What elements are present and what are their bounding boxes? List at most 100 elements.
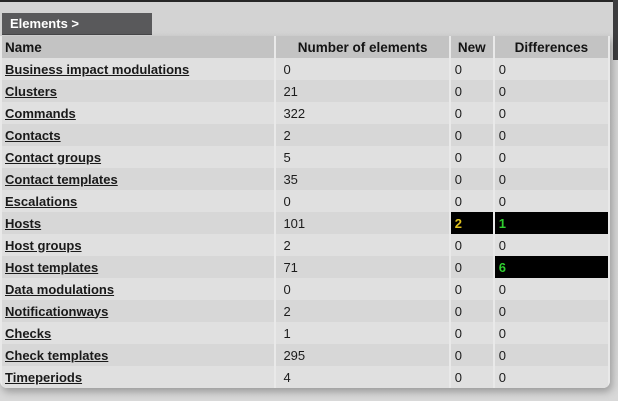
- element-name-cell: Commands: [2, 102, 275, 124]
- element-name-cell: Data modulations: [2, 278, 275, 300]
- element-link[interactable]: Contact groups: [5, 149, 102, 165]
- column-header-name: Name: [2, 36, 275, 58]
- element-link[interactable]: Notificationways: [5, 303, 109, 319]
- element-new-cell: 2: [450, 212, 493, 234]
- column-header-differences: Differences: [494, 36, 608, 58]
- table-row: Contact templates 35 0 0: [2, 168, 608, 190]
- table-row: Escalations 0 0 0: [2, 190, 608, 212]
- table-row: Timeperiods 4 0 0: [2, 366, 608, 388]
- table-row: Check templates 295 0 0: [2, 344, 608, 366]
- table-row: Checks 1 0 0: [2, 322, 608, 344]
- element-diff-cell: 0: [494, 58, 608, 80]
- element-count-cell: 5: [276, 146, 449, 168]
- element-new-cell: 0: [450, 58, 493, 80]
- table-row: Hosts 101 2 1: [2, 212, 608, 234]
- table-row: Contacts 2 0 0: [2, 124, 608, 146]
- element-count-cell: 0: [276, 190, 449, 212]
- window-right-edge: [613, 0, 618, 60]
- element-count-cell: 2: [276, 234, 449, 256]
- window-top-edge: [0, 0, 618, 2]
- element-diff-cell: 1: [494, 212, 608, 234]
- element-count-cell: 0: [276, 58, 449, 80]
- element-link[interactable]: Hosts: [5, 215, 42, 231]
- element-diff-cell: 0: [494, 102, 608, 124]
- table-body: Business impact modulations 0 0 0 Cluste…: [2, 58, 608, 388]
- element-new-cell: 0: [450, 256, 493, 278]
- table-row: Business impact modulations 0 0 0: [2, 58, 608, 80]
- column-header-count: Number of elements: [276, 36, 449, 58]
- element-new-cell: 0: [450, 278, 493, 300]
- element-name-cell: Timeperiods: [2, 366, 275, 388]
- elements-breadcrumb[interactable]: Elements >: [2, 13, 152, 35]
- table-row: Host templates 71 0 6: [2, 256, 608, 278]
- element-name-cell: Contact templates: [2, 168, 275, 190]
- element-link[interactable]: Host groups: [5, 237, 82, 253]
- element-new-cell: 0: [450, 234, 493, 256]
- element-link[interactable]: Check templates: [5, 347, 109, 363]
- element-link[interactable]: Checks: [5, 325, 52, 341]
- element-link[interactable]: Timeperiods: [5, 369, 83, 385]
- element-new-cell: 0: [450, 80, 493, 102]
- element-link[interactable]: Contact templates: [5, 171, 118, 187]
- table-row: Clusters 21 0 0: [2, 80, 608, 102]
- element-count-cell: 4: [276, 366, 449, 388]
- element-count-cell: 0: [276, 278, 449, 300]
- element-count-cell: 2: [276, 300, 449, 322]
- element-new-cell: 0: [450, 366, 493, 388]
- element-new-cell: 0: [450, 124, 493, 146]
- element-name-cell: Contact groups: [2, 146, 275, 168]
- elements-breadcrumb-label: Elements >: [10, 16, 80, 31]
- table-row: Notificationways 2 0 0: [2, 300, 608, 322]
- element-count-cell: 295: [276, 344, 449, 366]
- element-name-cell: Host templates: [2, 256, 275, 278]
- elements-panel: Name Number of elements New Differences …: [0, 36, 610, 388]
- table-row: Commands 322 0 0: [2, 102, 608, 124]
- element-name-cell: Clusters: [2, 80, 275, 102]
- element-count-cell: 322: [276, 102, 449, 124]
- elements-table: Name Number of elements New Differences …: [0, 36, 610, 388]
- element-link[interactable]: Clusters: [5, 83, 58, 99]
- element-diff-cell: 0: [494, 234, 608, 256]
- element-name-cell: Host groups: [2, 234, 275, 256]
- element-name-cell: Escalations: [2, 190, 275, 212]
- element-count-cell: 35: [276, 168, 449, 190]
- element-diff-cell: 0: [494, 278, 608, 300]
- element-new-cell: 0: [450, 300, 493, 322]
- element-diff-cell: 0: [494, 366, 608, 388]
- element-count-cell: 71: [276, 256, 449, 278]
- element-link[interactable]: Commands: [5, 105, 76, 121]
- element-name-cell: Business impact modulations: [2, 58, 275, 80]
- element-diff-cell: 0: [494, 190, 608, 212]
- element-diff-cell: 0: [494, 300, 608, 322]
- element-count-cell: 21: [276, 80, 449, 102]
- element-count-cell: 101: [276, 212, 449, 234]
- element-diff-cell: 6: [494, 256, 608, 278]
- element-link[interactable]: Host templates: [5, 259, 99, 275]
- element-name-cell: Hosts: [2, 212, 275, 234]
- column-header-new: New: [450, 36, 493, 58]
- element-count-cell: 1: [276, 322, 449, 344]
- element-new-cell: 0: [450, 344, 493, 366]
- element-diff-cell: 0: [494, 344, 608, 366]
- element-new-cell: 0: [450, 190, 493, 212]
- element-link[interactable]: Escalations: [5, 193, 78, 209]
- element-diff-cell: 0: [494, 146, 608, 168]
- element-link[interactable]: Business impact modulations: [5, 61, 190, 77]
- element-name-cell: Checks: [2, 322, 275, 344]
- element-count-cell: 2: [276, 124, 449, 146]
- element-diff-cell: 0: [494, 322, 608, 344]
- element-link[interactable]: Data modulations: [5, 281, 115, 297]
- element-diff-cell: 0: [494, 124, 608, 146]
- element-new-cell: 0: [450, 168, 493, 190]
- element-link[interactable]: Contacts: [5, 127, 61, 143]
- element-new-cell: 0: [450, 322, 493, 344]
- element-diff-cell: 0: [494, 80, 608, 102]
- table-row: Data modulations 0 0 0: [2, 278, 608, 300]
- element-name-cell: Check templates: [2, 344, 275, 366]
- element-diff-cell: 0: [494, 168, 608, 190]
- table-row: Host groups 2 0 0: [2, 234, 608, 256]
- table-header: Name Number of elements New Differences: [2, 36, 608, 58]
- table-row: Contact groups 5 0 0: [2, 146, 608, 168]
- element-new-cell: 0: [450, 146, 493, 168]
